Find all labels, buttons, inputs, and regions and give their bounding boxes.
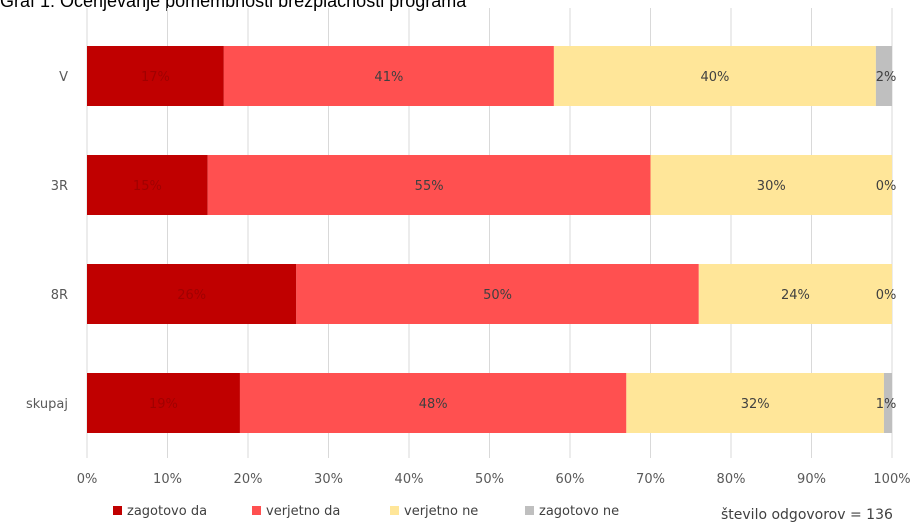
x-tick-label: 30%: [314, 472, 343, 487]
x-tick-labels: 0% 10% 20% 30% 40% 50% 60% 70% 80% 90% 100%: [77, 472, 911, 487]
bar-segment: [87, 155, 208, 215]
bar-segment: [626, 373, 884, 433]
legend-swatch: [252, 506, 261, 515]
legend-label: verjetno da: [266, 504, 340, 519]
legend-swatch: [525, 506, 534, 515]
data-label: 24%: [781, 288, 810, 303]
bar-segment: [296, 264, 699, 324]
data-label: 30%: [757, 179, 786, 194]
x-tick-label: 80%: [717, 472, 746, 487]
x-tick-label: 10%: [153, 472, 182, 487]
category-label: 3R: [51, 179, 68, 194]
bar-segment: [239, 373, 627, 433]
x-tick-label: 60%: [556, 472, 585, 487]
legend-label: zagotovo ne: [539, 504, 619, 519]
bar-segment: [553, 46, 876, 106]
bar-segment: [87, 46, 224, 106]
x-tick-label: 50%: [475, 472, 504, 487]
chart-title: Graf 1: Ocenjevanje pomembnosti brezplač…: [0, 0, 467, 11]
response-count: število odgovorov = 136: [721, 507, 893, 523]
bar-segment: [883, 373, 892, 433]
bar-segment: [650, 155, 892, 215]
data-label: 26%: [177, 288, 206, 303]
data-label: 1%: [876, 397, 897, 412]
bar-segment: [87, 373, 240, 433]
data-label: 41%: [374, 70, 403, 85]
legend-label: verjetno ne: [404, 504, 478, 519]
legend: zagotovo da verjetno da verjetno ne zagotov…: [113, 504, 619, 519]
legend-swatch: [113, 506, 122, 515]
bars: [87, 46, 892, 433]
x-tick-label: 0%: [77, 472, 98, 487]
legend-label: zagotovo da: [127, 504, 207, 519]
x-tick-label: 100%: [873, 472, 910, 487]
data-label: 55%: [415, 179, 444, 194]
category-label: V: [59, 70, 68, 85]
data-labels: 17% 41% 40% 2% 15% 55% 30% 0% 26% 50% 24% 0% 19% 48% 3…: [133, 70, 896, 412]
bar-segment: [223, 46, 554, 106]
data-label: 50%: [483, 288, 512, 303]
data-label: 2%: [876, 70, 897, 85]
data-label: 40%: [700, 70, 729, 85]
data-label: 48%: [419, 397, 448, 412]
data-label: 17%: [141, 70, 170, 85]
x-tick-label: 20%: [234, 472, 263, 487]
bar-segment: [875, 46, 892, 106]
x-tick-label: 90%: [797, 472, 826, 487]
category-labels: V 3R 8R skupaj: [26, 70, 68, 412]
data-label: 32%: [741, 397, 770, 412]
x-tick-label: 70%: [636, 472, 665, 487]
data-label: 15%: [133, 179, 162, 194]
bar-segment: [87, 264, 297, 324]
bar-segment: [698, 264, 892, 324]
bar-segment: [207, 155, 651, 215]
legend-swatch: [390, 506, 399, 515]
data-label: 19%: [149, 397, 178, 412]
x-tick-label: 40%: [395, 472, 424, 487]
data-label: 0%: [876, 179, 897, 194]
data-label: 0%: [876, 288, 897, 303]
category-label: 8R: [51, 288, 68, 303]
category-label: skupaj: [26, 397, 68, 412]
